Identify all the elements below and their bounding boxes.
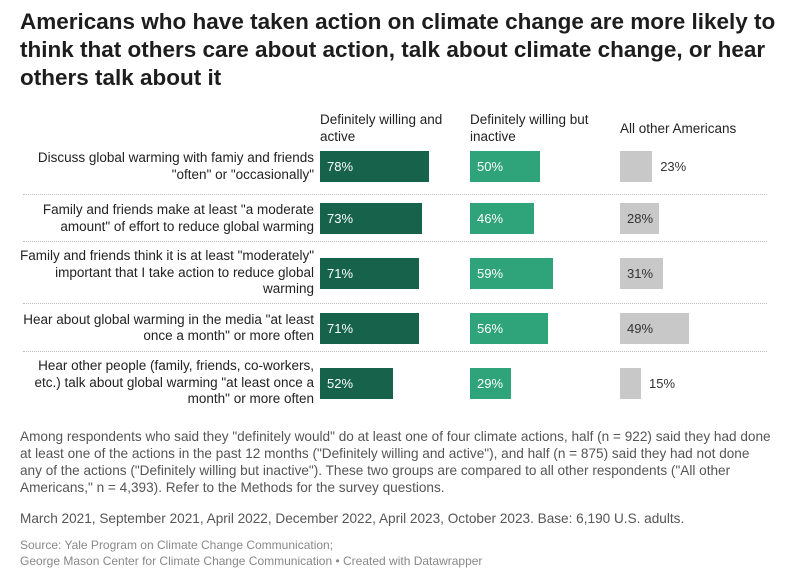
column-header-inactive: Definitely willing but inactive	[470, 112, 589, 144]
bar-inactive	[470, 203, 535, 234]
bar-others	[620, 367, 641, 399]
source: Source: Yale Program on Climate Change C…	[20, 537, 482, 569]
category-label: Discuss global warming with famiy and fr…	[37, 150, 314, 182]
table-row: Hear about global warming in the media "…	[0, 304, 789, 352]
table-row: Family and friends make at least "a mode…	[0, 195, 789, 242]
bar-inactive	[470, 257, 553, 289]
data-label: 15%	[649, 375, 676, 391]
data-label: 50%	[477, 159, 504, 174]
data-label: 59%	[477, 265, 504, 281]
bar-active	[320, 312, 420, 344]
data-label: 73%	[327, 211, 354, 226]
chart-notes: Among respondents who said they "definit…	[20, 429, 771, 495]
data-label: 49%	[627, 320, 654, 336]
row-divider	[23, 351, 767, 352]
data-label: 78%	[327, 159, 354, 174]
bar-others	[620, 257, 664, 289]
bar-others	[620, 151, 653, 182]
data-label: 56%	[477, 320, 504, 336]
data-label: 71%	[327, 320, 354, 336]
data-label: 29%	[477, 375, 504, 391]
data-label: 28%	[627, 211, 654, 226]
survey-dates: March 2021, September 2021, April 2022, …	[20, 511, 685, 526]
bar-inactive	[470, 367, 511, 399]
data-label: 52%	[327, 375, 354, 391]
bar-others	[620, 203, 660, 234]
category-label: Hear about global warming in the media "…	[23, 311, 314, 344]
source-line-2: George Mason Center for Climate Change C…	[20, 554, 483, 568]
data-label: 46%	[477, 211, 504, 226]
row-divider	[23, 194, 767, 195]
bar-active	[320, 367, 393, 399]
table-row: Discuss global warming with famiy and fr…	[0, 148, 789, 195]
chart-title: Americans who have taken action on clima…	[20, 9, 776, 90]
bar-inactive	[470, 312, 549, 344]
table-row: Family and friends think it is at least …	[0, 242, 789, 304]
column-header-others: All other Americans	[620, 121, 737, 136]
category-label: Hear other people (family, friends, co-w…	[34, 358, 314, 407]
data-label: 31%	[627, 265, 654, 281]
data-label: 23%	[660, 159, 687, 174]
bar-active	[320, 151, 430, 182]
table-row: Hear other people (family, friends, co-w…	[0, 352, 789, 414]
category-label: Family and friends think it is at least …	[20, 248, 314, 297]
row-divider	[23, 241, 767, 242]
bar-others	[620, 312, 689, 344]
data-label: 71%	[327, 265, 354, 281]
column-header-active: Definitely willing and active	[320, 112, 443, 144]
category-label: Family and friends make at least "a mode…	[42, 202, 314, 234]
bar-active	[320, 257, 420, 289]
row-divider	[23, 303, 767, 304]
bar-active	[320, 203, 423, 234]
source-line-1: Source: Yale Program on Climate Change C…	[20, 538, 334, 552]
bar-inactive	[470, 151, 540, 182]
